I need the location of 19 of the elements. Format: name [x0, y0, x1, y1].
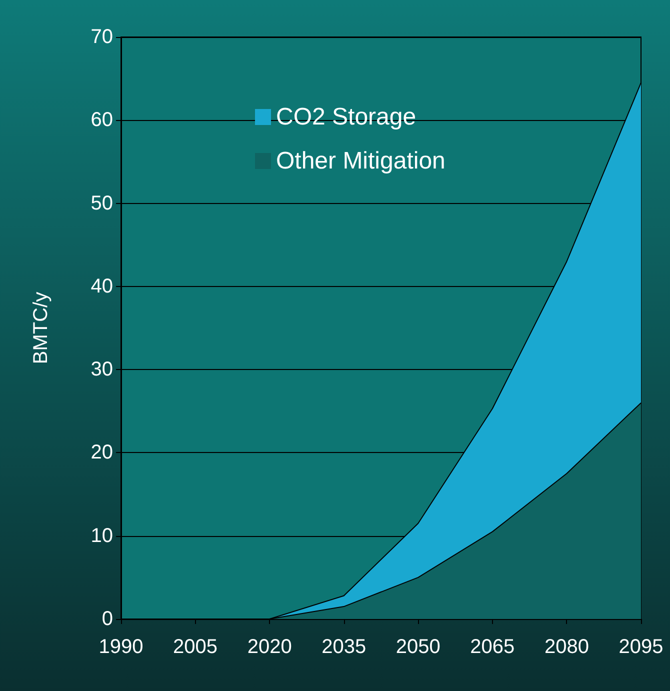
y-tick-label: 60: [90, 109, 113, 132]
legend-label: Other Mitigation: [276, 148, 446, 174]
x-tick-label: 2035: [322, 636, 366, 658]
y-axis-title: BMTC/y: [30, 292, 52, 364]
y-tick-label: 30: [90, 358, 113, 381]
legend-label: CO2 Storage: [276, 104, 416, 130]
x-tick-label: 2020: [247, 636, 292, 658]
x-tick-label: 2095: [618, 636, 664, 658]
x-tick-label: 2065: [470, 636, 515, 658]
x-tick-label: 2080: [544, 636, 589, 658]
y-tick-label: 70: [90, 26, 113, 48]
x-tick-label: 1990: [98, 636, 144, 658]
y-tick-label: 10: [90, 524, 113, 547]
y-tick-label: 50: [90, 192, 113, 214]
y-tick-label: 40: [90, 275, 113, 298]
x-tick-label: 2005: [173, 636, 218, 658]
y-tick-label: 0: [102, 608, 113, 630]
x-tick-label: 2050: [396, 636, 440, 658]
y-tick-label: 20: [90, 442, 113, 464]
